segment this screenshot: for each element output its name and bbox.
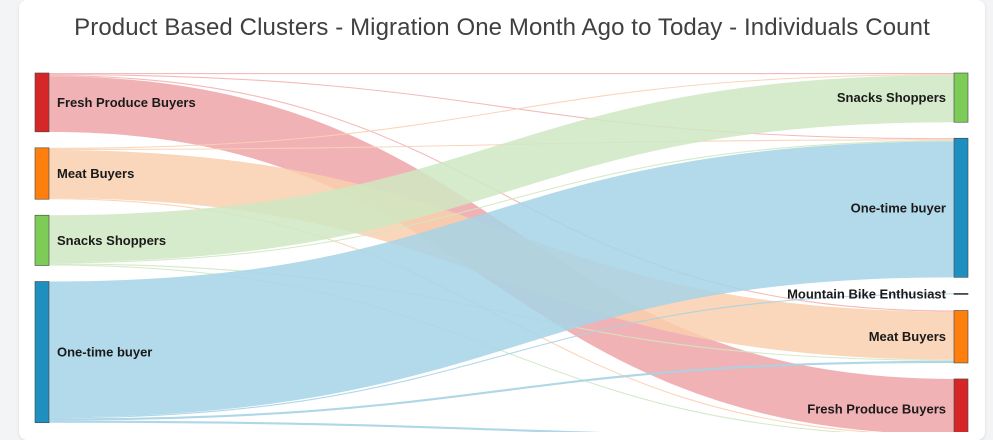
sankey-node-right-one-time-buyer[interactable] bbox=[953, 137, 969, 278]
sankey-node-label-left-one-time-buyer: One-time buyer bbox=[57, 345, 152, 360]
sankey-link-l-snacks-to-r-onetime[interactable] bbox=[48, 140, 955, 264]
sankey-node-label-left-snacks-shoppers: Snacks Shoppers bbox=[57, 233, 166, 248]
sankey-node-right-snacks-shoppers[interactable] bbox=[953, 72, 969, 123]
sankey-link-l-fresh-to-r-onetime[interactable] bbox=[48, 74, 955, 140]
sankey-nodes bbox=[34, 72, 969, 432]
sankey-node-left-one-time-buyer[interactable] bbox=[34, 281, 50, 424]
sankey-node-label-right-mountain-bike-enthusiast: Mountain Bike Enthusiast bbox=[787, 286, 947, 301]
sankey-link-l-fresh-to-r-meat[interactable] bbox=[48, 75, 955, 312]
sankey-node-left-meat-buyers[interactable] bbox=[34, 147, 50, 200]
sankey-link-l-onetime-to-r-fresh[interactable] bbox=[48, 420, 954, 432]
sankey-links bbox=[48, 72, 955, 432]
sankey-link-l-onetime-to-r-meat[interactable] bbox=[48, 360, 955, 421]
sankey-link-l-snacks-to-r-snacks[interactable] bbox=[48, 75, 955, 263]
sankey-node-right-meat-buyers[interactable] bbox=[953, 310, 969, 364]
sankey-node-label-right-meat-buyers: Meat Buyers bbox=[869, 329, 946, 344]
sankey-node-right-fresh-produce-buyers[interactable] bbox=[953, 378, 969, 432]
sankey-node-label-right-one-time-buyer: One-time buyer bbox=[851, 200, 946, 215]
sankey-labels: Fresh Produce Buyers Meat Buyers Snacks Sh… bbox=[57, 90, 947, 416]
sankey-node-label-right-fresh-produce-buyers: Fresh Produce Buyers bbox=[807, 401, 946, 416]
sankey-node-left-snacks-shoppers[interactable] bbox=[34, 214, 50, 266]
chart-title: Product Based Clusters - Migration One M… bbox=[74, 14, 930, 41]
sankey-node-label-right-snacks-shoppers: Snacks Shoppers bbox=[837, 90, 946, 105]
sankey-node-right-mountain-bike-enthusiast[interactable] bbox=[953, 293, 969, 295]
sankey-link-l-meat-to-r-snacks[interactable] bbox=[48, 74, 955, 149]
sankey-link-l-onetime-to-r-onetime[interactable] bbox=[48, 141, 955, 418]
sankey-node-left-fresh-produce-buyers[interactable] bbox=[34, 72, 50, 133]
sankey-link-l-onetime-to-r-mtb[interactable] bbox=[48, 293, 955, 419]
sankey-node-label-left-fresh-produce-buyers: Fresh Produce Buyers bbox=[57, 95, 196, 110]
sankey-node-label-left-meat-buyers: Meat Buyers bbox=[57, 166, 134, 181]
